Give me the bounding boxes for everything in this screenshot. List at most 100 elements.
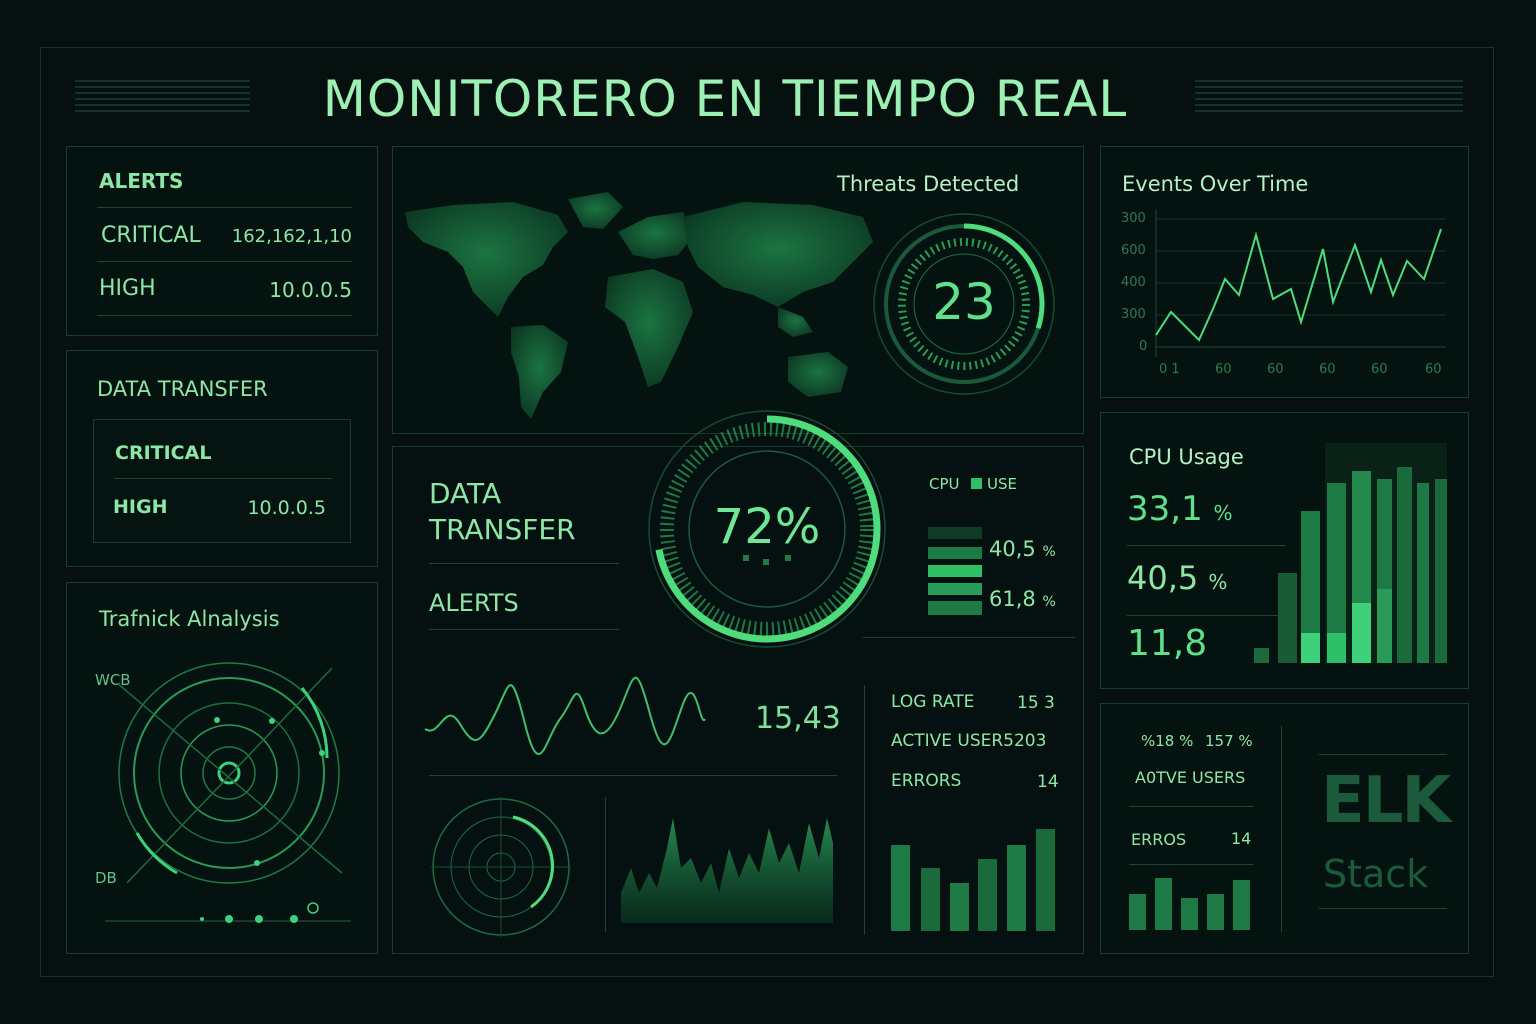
- data-transfer-panel: DATA TRANSFER CRITICAL HIGH 10.0.0.5: [66, 350, 378, 567]
- data-transfer-gauge: [648, 410, 886, 648]
- cpu-usage-title: CPU Usage: [1129, 445, 1244, 469]
- log-bar-2: [921, 868, 940, 931]
- alerts-panel: ALERTS CRITICAL 162,162,1,10 HIGH 10.0.0…: [66, 146, 378, 336]
- cpu-use-value-1: 40,5 %: [989, 537, 1056, 561]
- data-transfer-critical-label: CRITICAL: [115, 442, 212, 464]
- log-bar-1: [891, 845, 910, 931]
- events-x-tick-6: 60: [1425, 362, 1442, 377]
- elk-logo-text: ELK: [1321, 764, 1451, 838]
- cpu-bar-1: [1254, 648, 1269, 663]
- cpu-use-legend-swatch: [971, 478, 982, 489]
- errors-label: ERRORS: [891, 771, 962, 791]
- events-y-tick-2: 600: [1121, 243, 1146, 258]
- errors-value-2: 14: [1231, 829, 1252, 848]
- cpu-bar-2: [1278, 573, 1297, 663]
- data-transfer-gauge-arc: [655, 415, 881, 643]
- elk-stack-text: Stack: [1323, 852, 1429, 896]
- alerts-high-value: 10.0.0.5: [269, 278, 352, 302]
- cpu-use-use-label: USE: [987, 475, 1017, 493]
- cpu-bar-10: [1377, 589, 1392, 663]
- dashboard-title: MONITORERO EN TIEMPO REAL: [322, 70, 1128, 128]
- traffic-area-chart: [621, 818, 833, 923]
- wave-value: 15,43: [755, 701, 841, 736]
- log-rate-value: 15 3: [1017, 693, 1055, 713]
- events-series-line: [1155, 228, 1442, 342]
- bottom-right-stat-2: 157 %: [1205, 732, 1253, 750]
- log-bar-5: [1007, 845, 1026, 931]
- traffic-label-top: WCB: [95, 671, 131, 689]
- cpu-use-bar-1: [928, 527, 982, 539]
- cpu-use-value-2: 61,8 %: [989, 587, 1056, 611]
- cpu-use-bar-5: [928, 601, 982, 615]
- world-map-panel: Threats Detected 23: [392, 146, 1084, 434]
- cpu-usage-value-3: 11,8: [1127, 623, 1208, 664]
- center-data-label: DATA: [429, 477, 502, 510]
- threats-gauge: [873, 213, 1055, 395]
- errors-label-2: ERROS: [1131, 830, 1187, 849]
- mini-bar-3: [1181, 898, 1198, 930]
- traffic-analysis-panel: Trafnick Alnalysis WCB DB: [66, 582, 378, 954]
- events-over-time-panel: Events Over Time 300 600 400 300 0 0 1 6…: [1100, 146, 1469, 398]
- log-bar-3: [950, 883, 969, 931]
- bottom-right-stat-1: %18 %: [1141, 732, 1194, 750]
- center-metrics-panel: DATA TRANSFER ALERTS 15,43: [392, 410, 1084, 954]
- header-decoration-right: [1195, 80, 1463, 114]
- events-x-tick-4: 60: [1319, 362, 1336, 377]
- traffic-analysis-heading: Trafnick Alnalysis: [99, 607, 280, 631]
- alerts-critical-label: CRITICAL: [101, 223, 201, 248]
- cpu-usage-value-2: 40,5 %: [1127, 559, 1228, 597]
- threats-label: Threats Detected: [837, 172, 1020, 196]
- mini-bar-1: [1129, 894, 1146, 930]
- header-decoration-left: [75, 80, 250, 114]
- cpu-bar-6: [1327, 633, 1346, 663]
- world-map: [405, 192, 873, 419]
- errors-value: 14: [1037, 772, 1059, 792]
- active-user-label: ACTIVE USER5203: [891, 731, 1047, 751]
- center-alerts-label: ALERTS: [429, 589, 519, 617]
- data-transfer-heading: DATA TRANSFER: [97, 377, 268, 401]
- active-users-label-2: A0TVE USERS: [1135, 768, 1246, 787]
- events-x-tick-5: 60: [1371, 362, 1388, 377]
- events-line-chart: [1155, 209, 1446, 357]
- events-x-tick-3: 60: [1267, 362, 1284, 377]
- log-bar-6: [1036, 829, 1055, 931]
- cpu-use-cpu-label: CPU: [929, 475, 960, 493]
- data-transfer-gauge-value: 72%: [713, 499, 821, 555]
- cpu-use-bar-2: [928, 547, 982, 559]
- mini-bar-5: [1233, 880, 1250, 930]
- center-transfer-label: TRANSFER: [429, 513, 576, 546]
- traffic-radar: [105, 662, 351, 923]
- threats-gauge-arc: [963, 223, 1045, 329]
- traffic-label-bottom: DB: [95, 869, 117, 887]
- log-rate-label: LOG RATE: [891, 692, 975, 712]
- bottom-right-panel: %18 % 157 % A0TVE USERS ERROS 14 ELK Sta…: [1100, 703, 1469, 954]
- events-y-tick-1: 300: [1121, 211, 1146, 226]
- events-y-tick-4: 300: [1121, 307, 1146, 322]
- alerts-critical-value: 162,162,1,10: [231, 226, 352, 247]
- cpu-usage-value-1: 33,1 %: [1127, 489, 1233, 529]
- events-chart-title: Events Over Time: [1122, 172, 1309, 196]
- activity-waveform: [424, 676, 706, 755]
- cpu-bar-8: [1352, 603, 1371, 663]
- events-y-tick-3: 400: [1121, 275, 1146, 290]
- mini-bar-4: [1207, 894, 1224, 930]
- cpu-bar-11: [1397, 467, 1412, 663]
- data-transfer-high-label: HIGH: [113, 496, 168, 518]
- cpu-use-bar-3: [928, 565, 982, 577]
- events-x-tick-1: 0 1: [1159, 362, 1180, 377]
- cpu-bar-4: [1301, 633, 1320, 663]
- cpu-usage-panel: CPU Usage 33,1 % 40,5 % 11,8: [1100, 412, 1469, 689]
- events-x-tick-2: 60: [1215, 362, 1232, 377]
- threats-value: 23: [932, 273, 996, 331]
- data-transfer-high-value: 10.0.0.5: [247, 497, 326, 519]
- cpu-bar-3: [1301, 511, 1320, 663]
- alerts-heading: ALERTS: [99, 169, 184, 193]
- mini-radar: [431, 797, 571, 937]
- log-bar-4: [978, 859, 997, 931]
- dashboard-frame: [40, 47, 1494, 977]
- cpu-bar-12: [1417, 483, 1429, 663]
- cpu-bar-13: [1435, 479, 1447, 663]
- events-y-tick-5: 0: [1139, 339, 1148, 354]
- data-transfer-inner-box: CRITICAL HIGH 10.0.0.5: [93, 419, 351, 543]
- cpu-use-bar-4: [928, 583, 982, 595]
